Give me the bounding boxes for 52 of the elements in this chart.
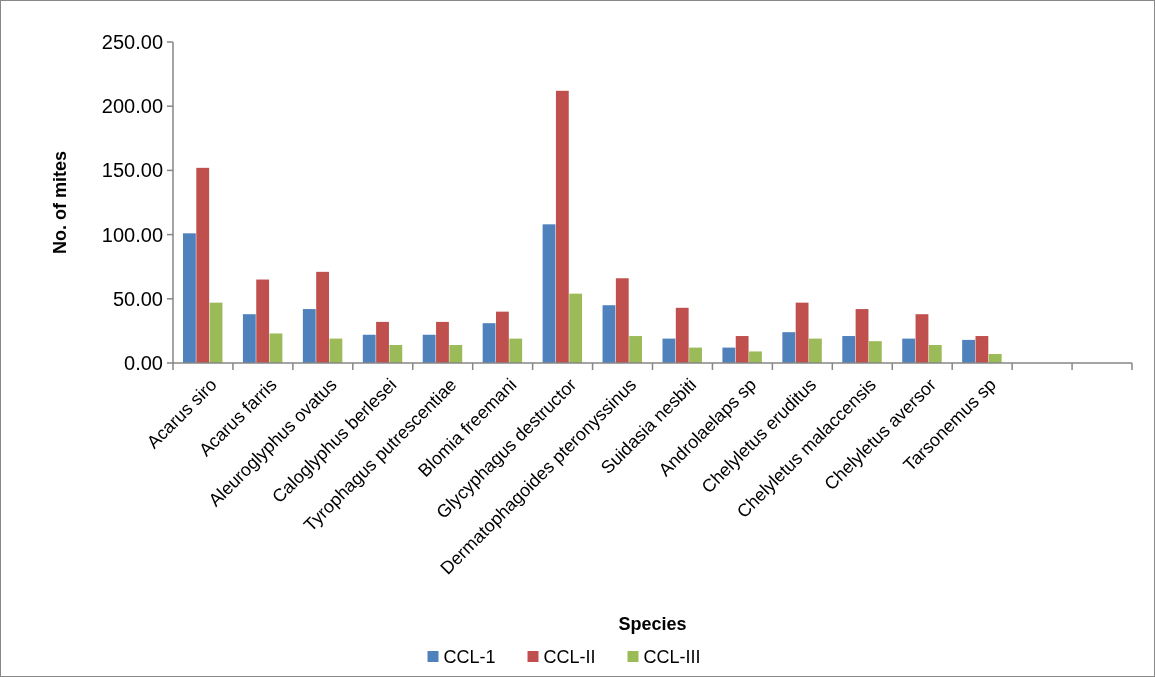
y-tick-label: 250.00 — [101, 31, 163, 53]
bar — [749, 351, 762, 363]
bar — [209, 302, 223, 363]
bar — [988, 354, 1002, 363]
bar — [782, 332, 796, 363]
bar — [269, 333, 283, 363]
legend-label: CCL-III — [643, 647, 701, 668]
bar — [449, 345, 463, 363]
bar — [928, 345, 942, 363]
bar — [542, 224, 556, 363]
bar — [182, 233, 196, 363]
bar — [436, 321, 449, 363]
x-axis-title: Species — [618, 614, 687, 634]
y-tick-label: 100.00 — [101, 223, 163, 246]
bar — [496, 311, 509, 363]
bar — [196, 167, 210, 363]
bar — [915, 314, 929, 363]
bar — [855, 309, 869, 363]
y-tick-label: 150.00 — [101, 159, 163, 182]
bar — [256, 279, 270, 363]
bar — [868, 341, 882, 363]
y-tick-label: 200.00 — [101, 95, 163, 118]
bar — [795, 302, 809, 363]
bar — [362, 334, 376, 363]
bar — [962, 339, 975, 363]
bar — [376, 321, 389, 363]
y-tick-label: 0.00 — [124, 352, 163, 374]
y-axis-title: No. of mites — [50, 150, 70, 255]
bar — [689, 347, 702, 363]
bar — [975, 336, 989, 363]
bar — [902, 338, 916, 363]
legend-label: CCL-II — [543, 647, 596, 668]
bar — [482, 323, 496, 363]
bar — [302, 309, 316, 363]
y-tick-label: 50.00 — [112, 287, 163, 310]
bar — [569, 293, 583, 363]
bar — [602, 305, 616, 363]
legend-label: CCL-1 — [443, 647, 496, 668]
bar — [316, 271, 329, 363]
bar — [662, 338, 676, 363]
bar — [509, 338, 523, 363]
bar — [555, 90, 569, 363]
bar — [809, 338, 822, 363]
bar — [722, 347, 736, 363]
bar — [615, 278, 629, 363]
bar — [842, 336, 856, 363]
bar — [242, 314, 256, 363]
bar — [675, 307, 689, 363]
bar — [629, 336, 643, 363]
bar — [389, 345, 403, 363]
bar — [735, 336, 749, 363]
bar — [422, 334, 436, 363]
